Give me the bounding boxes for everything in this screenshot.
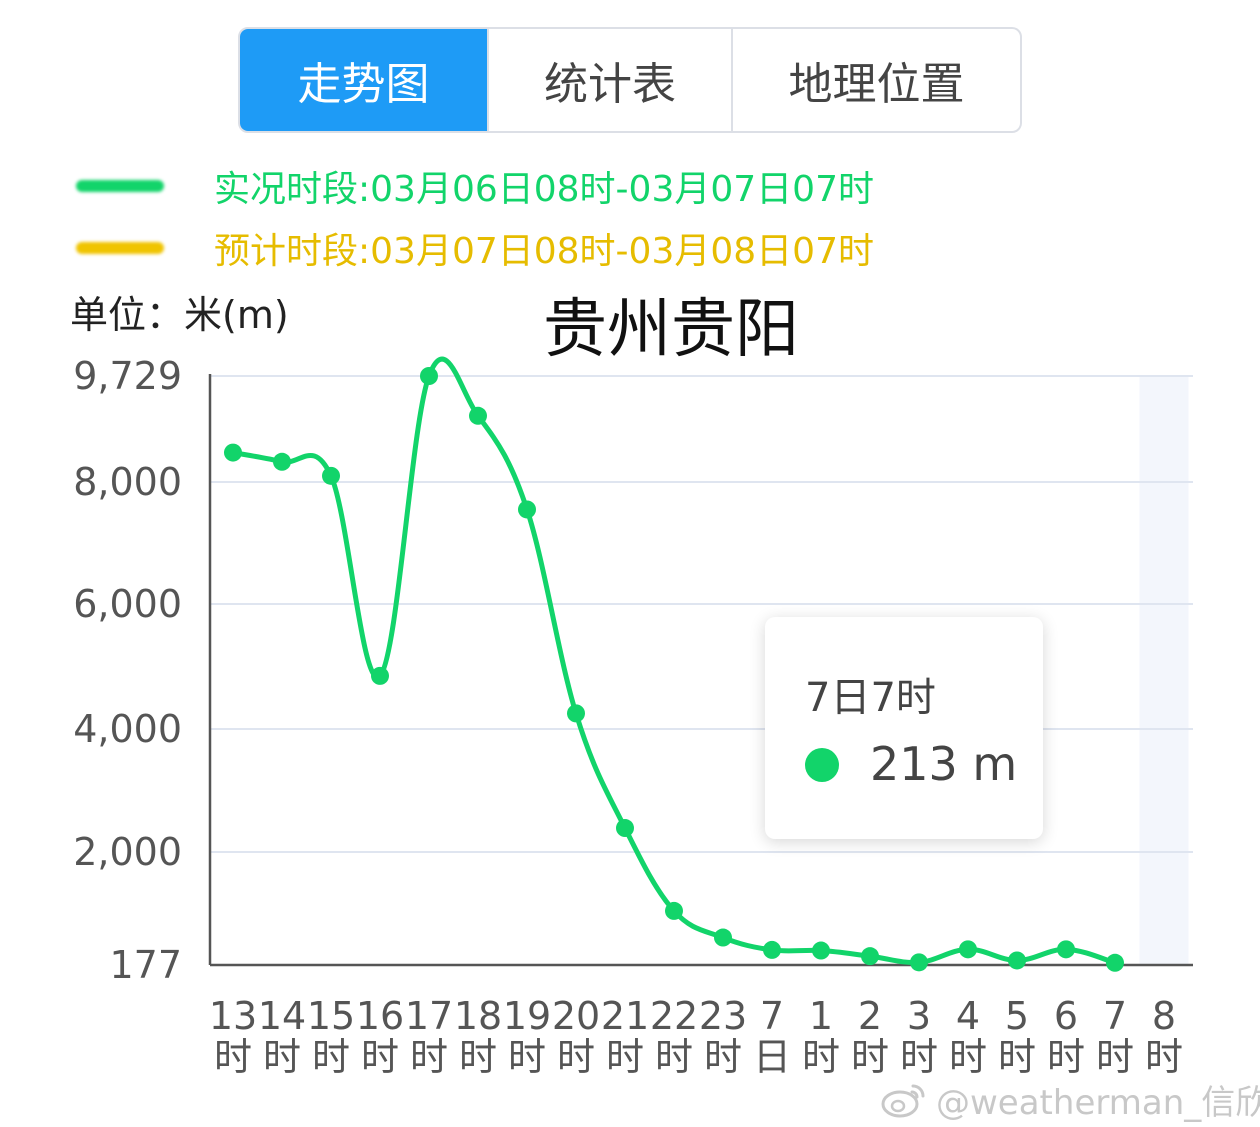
x-tick-label-bottom: 时 bbox=[557, 1035, 595, 1079]
x-tick-label-top: 3 bbox=[907, 994, 931, 1038]
x-tick-label-bottom: 时 bbox=[508, 1035, 546, 1079]
tooltip-title: 7日7时 bbox=[805, 675, 936, 721]
x-tick-label-top: 4 bbox=[956, 994, 980, 1038]
data-point[interactable] bbox=[567, 704, 585, 723]
legend-forecast[interactable]: 预计时段:03月07日08时-03月08日07时 bbox=[76, 222, 874, 274]
x-tick-label-bottom: 时 bbox=[361, 1035, 399, 1079]
legend-actual[interactable]: 实况时段:03月06日08时-03月07日07时 bbox=[76, 160, 874, 212]
y-tick-label: 8,000 bbox=[73, 460, 182, 504]
x-tick-label-top: 15 bbox=[307, 994, 355, 1038]
x-tick-label-bottom: 时 bbox=[1096, 1035, 1134, 1079]
data-point[interactable] bbox=[1008, 951, 1026, 970]
x-tick-label-bottom: 时 bbox=[1047, 1035, 1085, 1079]
data-point[interactable] bbox=[224, 443, 242, 462]
data-point[interactable] bbox=[861, 947, 879, 966]
x-tick-label-top: 2 bbox=[858, 994, 882, 1038]
x-tick-label-bottom: 时 bbox=[655, 1035, 693, 1079]
data-point[interactable] bbox=[812, 941, 830, 960]
x-tick-label-top: 7 bbox=[760, 994, 784, 1038]
x-tick-label-bottom: 时 bbox=[312, 1035, 350, 1079]
data-tooltip: 7日7时 213 m bbox=[765, 617, 1043, 839]
x-tick-label-top: 16 bbox=[356, 994, 404, 1038]
data-point[interactable] bbox=[273, 452, 291, 471]
watermark-text: @weatherman_信欣 bbox=[936, 1083, 1260, 1123]
tab-statistics[interactable]: 统计表 bbox=[487, 29, 731, 131]
y-tick-label: 2,000 bbox=[73, 830, 182, 874]
legend-actual-label: 实况时段:03月06日08时-03月07日07时 bbox=[214, 169, 874, 210]
x-tick-label-top: 8 bbox=[1152, 994, 1176, 1038]
x-tick-label-top: 14 bbox=[258, 994, 306, 1038]
x-tick-label-bottom: 日 bbox=[753, 1035, 791, 1079]
x-tick-label-bottom: 时 bbox=[263, 1035, 301, 1079]
x-tick-label-bottom: 时 bbox=[410, 1035, 448, 1079]
weibo-logo-icon bbox=[881, 1084, 925, 1117]
tooltip-value: 213 m bbox=[870, 737, 1018, 791]
legend-actual-swatch bbox=[76, 180, 164, 192]
x-tick-label-bottom: 时 bbox=[459, 1035, 497, 1079]
x-tick-label-top: 21 bbox=[601, 994, 649, 1038]
x-tick-label-bottom: 时 bbox=[606, 1035, 644, 1079]
legend-forecast-label: 预计时段:03月07日08时-03月08日07时 bbox=[214, 231, 874, 272]
data-point[interactable] bbox=[1057, 940, 1075, 959]
x-tick-label-bottom: 时 bbox=[214, 1035, 252, 1079]
tab-location[interactable]: 地理位置 bbox=[731, 29, 1020, 131]
x-tick-label-bottom: 时 bbox=[851, 1035, 889, 1079]
x-tick-label-top: 19 bbox=[503, 994, 551, 1038]
view-tabs: 走势图 统计表 地理位置 bbox=[238, 27, 1022, 133]
x-tick-label-bottom: 时 bbox=[900, 1035, 938, 1079]
data-point[interactable] bbox=[518, 500, 536, 519]
data-point[interactable] bbox=[959, 940, 977, 959]
x-tick-label-top: 6 bbox=[1054, 994, 1078, 1038]
chart-title: 贵州贵阳 bbox=[543, 293, 799, 367]
y-tick-label: 4,000 bbox=[73, 707, 182, 751]
x-tick-label-top: 22 bbox=[650, 994, 698, 1038]
y-tick-label: 177 bbox=[109, 943, 182, 987]
x-tick-label-top: 13 bbox=[209, 994, 257, 1038]
x-tick-label-top: 23 bbox=[699, 994, 747, 1038]
x-tick-label-top: 17 bbox=[405, 994, 453, 1038]
x-tick-label-bottom: 时 bbox=[998, 1035, 1036, 1079]
data-point[interactable] bbox=[665, 901, 683, 920]
x-tick-label-top: 7 bbox=[1103, 994, 1127, 1038]
data-point[interactable] bbox=[469, 406, 487, 425]
data-point[interactable] bbox=[763, 940, 781, 959]
y-tick-label: 6,000 bbox=[73, 582, 182, 626]
x-tick-label-top: 20 bbox=[552, 994, 600, 1038]
data-point[interactable] bbox=[910, 953, 928, 972]
tooltip-series-dot bbox=[805, 748, 839, 782]
data-point[interactable] bbox=[371, 666, 389, 685]
data-point[interactable] bbox=[616, 819, 634, 838]
unit-label: 单位：米(m) bbox=[70, 293, 289, 337]
watermark: @weatherman_信欣 bbox=[880, 1075, 1260, 1124]
x-tick-label-top: 1 bbox=[809, 994, 833, 1038]
data-point[interactable] bbox=[1106, 953, 1124, 972]
x-tick-label-top: 18 bbox=[454, 994, 502, 1038]
data-point[interactable] bbox=[714, 928, 732, 947]
x-tick-label-bottom: 时 bbox=[1145, 1035, 1183, 1079]
y-tick-label: 9,729 bbox=[73, 354, 182, 398]
legend-forecast-swatch bbox=[76, 242, 164, 254]
data-point[interactable] bbox=[322, 466, 340, 485]
x-tick-label-top: 5 bbox=[1005, 994, 1029, 1038]
x-tick-label-bottom: 时 bbox=[802, 1035, 840, 1079]
tab-trend[interactable]: 走势图 bbox=[240, 29, 487, 131]
data-point[interactable] bbox=[420, 367, 438, 385]
x-tick-label-bottom: 时 bbox=[704, 1035, 742, 1079]
x-tick-label-bottom: 时 bbox=[949, 1035, 987, 1079]
hover-band bbox=[1139, 376, 1189, 965]
